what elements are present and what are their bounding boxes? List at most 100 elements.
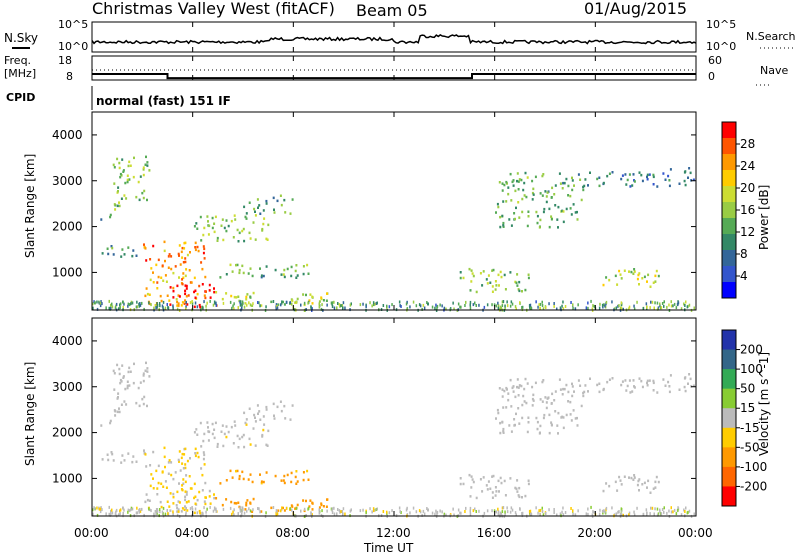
velocity-echo-cell xyxy=(505,386,508,390)
power-echo-cell xyxy=(110,306,112,310)
velocity-echo-cell xyxy=(666,511,668,515)
velocity-echo-cell xyxy=(111,508,113,512)
power-echo-cell xyxy=(544,190,547,193)
power-echo-cell xyxy=(245,212,248,215)
velocity-echo-cell xyxy=(646,511,648,515)
power-echo-cell xyxy=(524,288,527,292)
velocity-echo-cell xyxy=(524,494,527,498)
velocity-echo-cell xyxy=(138,508,140,512)
power-echo-cell xyxy=(225,229,228,233)
x-tick-label: 00:00 xyxy=(74,526,109,540)
power-echo-cell xyxy=(117,190,119,193)
velocity-echo-cell xyxy=(656,507,659,511)
velocity-echo-cell xyxy=(633,386,636,389)
colorbar-tick-label: 12 xyxy=(740,225,755,239)
velocity-echo-cell xyxy=(262,480,265,484)
velocity-echo-cell xyxy=(157,481,160,485)
power-echo-cell xyxy=(569,194,572,198)
velocity-echo-cell xyxy=(227,430,230,434)
power-echo-cell xyxy=(162,306,164,310)
velocity-echo-cell xyxy=(527,421,530,424)
power-echo-cell xyxy=(202,306,204,310)
velocity-echo-cell xyxy=(149,484,152,488)
power-echo-cell xyxy=(667,174,670,178)
power-echo-cell xyxy=(197,249,200,253)
velocity-echo-cell xyxy=(625,389,628,392)
velocity-echo-cell xyxy=(203,500,206,503)
power-echo-cell xyxy=(529,306,532,310)
velocity-echo-cell xyxy=(646,381,648,385)
power-echo-cell xyxy=(688,303,691,307)
velocity-echo-cell xyxy=(321,509,323,513)
power-echo-cell xyxy=(496,202,499,206)
power-echo-cell xyxy=(161,264,164,267)
velocity-echo-cell xyxy=(469,506,472,510)
velocity-echo-cell xyxy=(176,513,179,517)
power-echo-cell xyxy=(664,178,667,181)
power-echo-cell xyxy=(311,295,314,299)
power-echo-cell xyxy=(148,301,150,305)
velocity-echo-cell xyxy=(516,378,519,381)
velocity-echo-cell xyxy=(127,510,129,514)
velocity-echo-cell xyxy=(184,463,187,466)
velocity-echo-cell xyxy=(266,444,269,447)
power-echo-cell xyxy=(203,226,206,230)
velocity-echo-cell xyxy=(126,386,129,390)
power-echo-cell xyxy=(511,302,514,306)
velocity-echo-cell xyxy=(185,490,188,494)
power-echo-cell xyxy=(550,218,553,221)
velocity-echo-cell xyxy=(501,388,504,391)
velocity-echo-cell xyxy=(101,508,103,512)
power-echo-cell xyxy=(546,191,549,194)
station-title: Christmas Valley West (fitACF) xyxy=(92,0,335,18)
velocity-echo-cell xyxy=(673,508,676,512)
velocity-echo-cell xyxy=(214,421,217,425)
power-echo-cell xyxy=(510,300,513,304)
velocity-echo-cell xyxy=(562,506,564,510)
velocity-echo-cell xyxy=(131,507,134,511)
power-echo-cell xyxy=(234,218,237,221)
velocity-echo-cell xyxy=(545,406,548,410)
velocity-colorbar-title: Velocity [m s^-1] xyxy=(757,352,771,456)
velocity-echo-cell xyxy=(521,512,523,515)
velocity-echo-cell xyxy=(605,482,608,485)
power-echo-cell xyxy=(536,221,539,225)
velocity-echo-cell xyxy=(185,474,188,477)
power-echo-cell xyxy=(231,270,234,273)
velocity-echo-cell xyxy=(249,443,252,446)
power-echo-cell xyxy=(651,300,654,304)
power-echo-cell xyxy=(570,213,573,216)
power-echo-cell xyxy=(167,266,170,269)
power-echo-cell xyxy=(604,304,606,308)
velocity-echo-cell xyxy=(646,486,648,489)
velocity-echo-cell xyxy=(305,499,307,503)
velocity-echo-cell xyxy=(118,513,120,517)
velocity-echo-cell xyxy=(169,509,172,512)
colorbar-swatch xyxy=(722,186,736,203)
power-echo-cell xyxy=(108,299,110,303)
velocity-echo-cell xyxy=(659,510,661,514)
colorbar-tick-label: -50 xyxy=(740,440,760,454)
power-echo-cell xyxy=(203,300,205,304)
velocity-echo-cell xyxy=(518,422,521,425)
velocity-echo-cell xyxy=(526,430,529,434)
velocity-echo-cell xyxy=(261,435,264,438)
velocity-echo-cell xyxy=(205,496,207,499)
velocity-echo-cell xyxy=(181,488,184,492)
velocity-echo-cell xyxy=(221,424,224,427)
velocity-echo-cell xyxy=(544,396,547,399)
velocity-echo-cell xyxy=(562,416,565,419)
velocity-echo-cell xyxy=(617,510,619,514)
velocity-echo-cell xyxy=(260,481,263,485)
velocity-echo-cell xyxy=(166,509,168,512)
velocity-echo-cell xyxy=(619,479,622,482)
power-echo-cell xyxy=(307,301,309,305)
power-echo-cell xyxy=(521,306,523,309)
power-echo-cell xyxy=(160,276,163,279)
power-echo-cell xyxy=(242,271,245,275)
velocity-echo-cell xyxy=(535,416,538,420)
velocity-echo-cell xyxy=(320,502,323,505)
power-echo-cell xyxy=(172,289,175,293)
power-echo-cell xyxy=(619,306,622,310)
velocity-echo-cell xyxy=(234,424,237,427)
